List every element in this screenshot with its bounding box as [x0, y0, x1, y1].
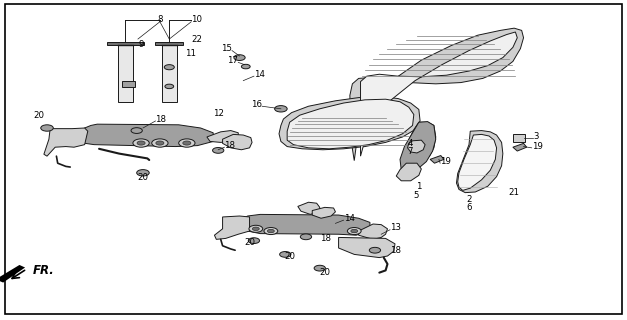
Text: 20: 20: [284, 252, 295, 261]
Text: 9: 9: [139, 40, 144, 49]
Text: 18: 18: [224, 141, 236, 150]
Circle shape: [252, 227, 260, 230]
Text: 14: 14: [344, 214, 355, 223]
Circle shape: [164, 65, 174, 70]
Circle shape: [137, 170, 149, 176]
Polygon shape: [406, 122, 436, 163]
Circle shape: [248, 238, 260, 244]
Polygon shape: [458, 134, 497, 190]
Text: 10: 10: [191, 15, 203, 24]
Circle shape: [350, 229, 357, 233]
Text: 19: 19: [532, 142, 542, 151]
Polygon shape: [359, 224, 387, 239]
Polygon shape: [350, 28, 524, 161]
Polygon shape: [456, 131, 503, 193]
Polygon shape: [400, 122, 436, 172]
Circle shape: [213, 148, 224, 153]
Circle shape: [155, 141, 164, 145]
Circle shape: [234, 55, 245, 60]
Text: 15: 15: [221, 44, 232, 53]
Polygon shape: [207, 131, 238, 142]
Circle shape: [267, 229, 275, 233]
Polygon shape: [223, 134, 252, 150]
Polygon shape: [214, 216, 250, 239]
Circle shape: [179, 139, 195, 147]
Polygon shape: [513, 134, 525, 142]
Text: 18: 18: [320, 234, 331, 243]
Text: 18: 18: [155, 115, 167, 124]
Text: 20: 20: [319, 268, 330, 277]
Text: 20: 20: [245, 238, 256, 247]
Circle shape: [137, 141, 145, 145]
Text: 14: 14: [254, 70, 265, 79]
Circle shape: [314, 265, 325, 271]
Text: 16: 16: [251, 100, 262, 109]
Polygon shape: [279, 97, 420, 150]
Text: 2: 2: [466, 195, 472, 204]
Circle shape: [300, 234, 312, 240]
Circle shape: [249, 225, 263, 232]
Polygon shape: [44, 128, 88, 156]
Polygon shape: [72, 124, 213, 147]
Text: 21: 21: [508, 188, 519, 197]
Circle shape: [280, 252, 291, 257]
Polygon shape: [155, 42, 183, 45]
Polygon shape: [430, 156, 444, 163]
Polygon shape: [361, 32, 517, 156]
Circle shape: [41, 125, 53, 131]
Polygon shape: [513, 143, 527, 151]
Text: 8: 8: [157, 15, 162, 24]
Polygon shape: [238, 214, 370, 235]
Text: 6: 6: [466, 203, 472, 212]
Text: 12: 12: [213, 109, 224, 118]
Text: 1: 1: [416, 182, 421, 191]
Polygon shape: [298, 202, 320, 214]
Text: 17: 17: [227, 56, 238, 65]
Text: 11: 11: [185, 49, 196, 58]
Circle shape: [165, 84, 174, 89]
Polygon shape: [0, 265, 25, 283]
Text: FR.: FR.: [33, 264, 55, 277]
Polygon shape: [287, 99, 414, 149]
Text: 5: 5: [413, 191, 419, 200]
Polygon shape: [162, 45, 177, 102]
Polygon shape: [408, 140, 425, 153]
Text: 20: 20: [137, 173, 149, 182]
Polygon shape: [122, 81, 135, 87]
Text: 7: 7: [407, 148, 413, 156]
Circle shape: [347, 228, 361, 235]
Circle shape: [241, 64, 250, 69]
Circle shape: [131, 128, 142, 133]
Polygon shape: [339, 237, 395, 258]
Circle shape: [152, 139, 168, 147]
Polygon shape: [312, 207, 335, 218]
Circle shape: [369, 247, 381, 253]
Circle shape: [275, 106, 287, 112]
Text: 4: 4: [407, 139, 413, 148]
Text: 20: 20: [33, 111, 45, 120]
Circle shape: [264, 228, 278, 235]
Polygon shape: [118, 45, 133, 102]
Text: 3: 3: [533, 132, 539, 141]
Circle shape: [133, 139, 149, 147]
Text: 13: 13: [390, 223, 401, 232]
Text: 18: 18: [390, 246, 401, 255]
Text: 22: 22: [191, 36, 203, 44]
Text: 19: 19: [440, 157, 451, 166]
Polygon shape: [107, 42, 144, 45]
Circle shape: [183, 141, 191, 145]
Polygon shape: [396, 163, 421, 181]
